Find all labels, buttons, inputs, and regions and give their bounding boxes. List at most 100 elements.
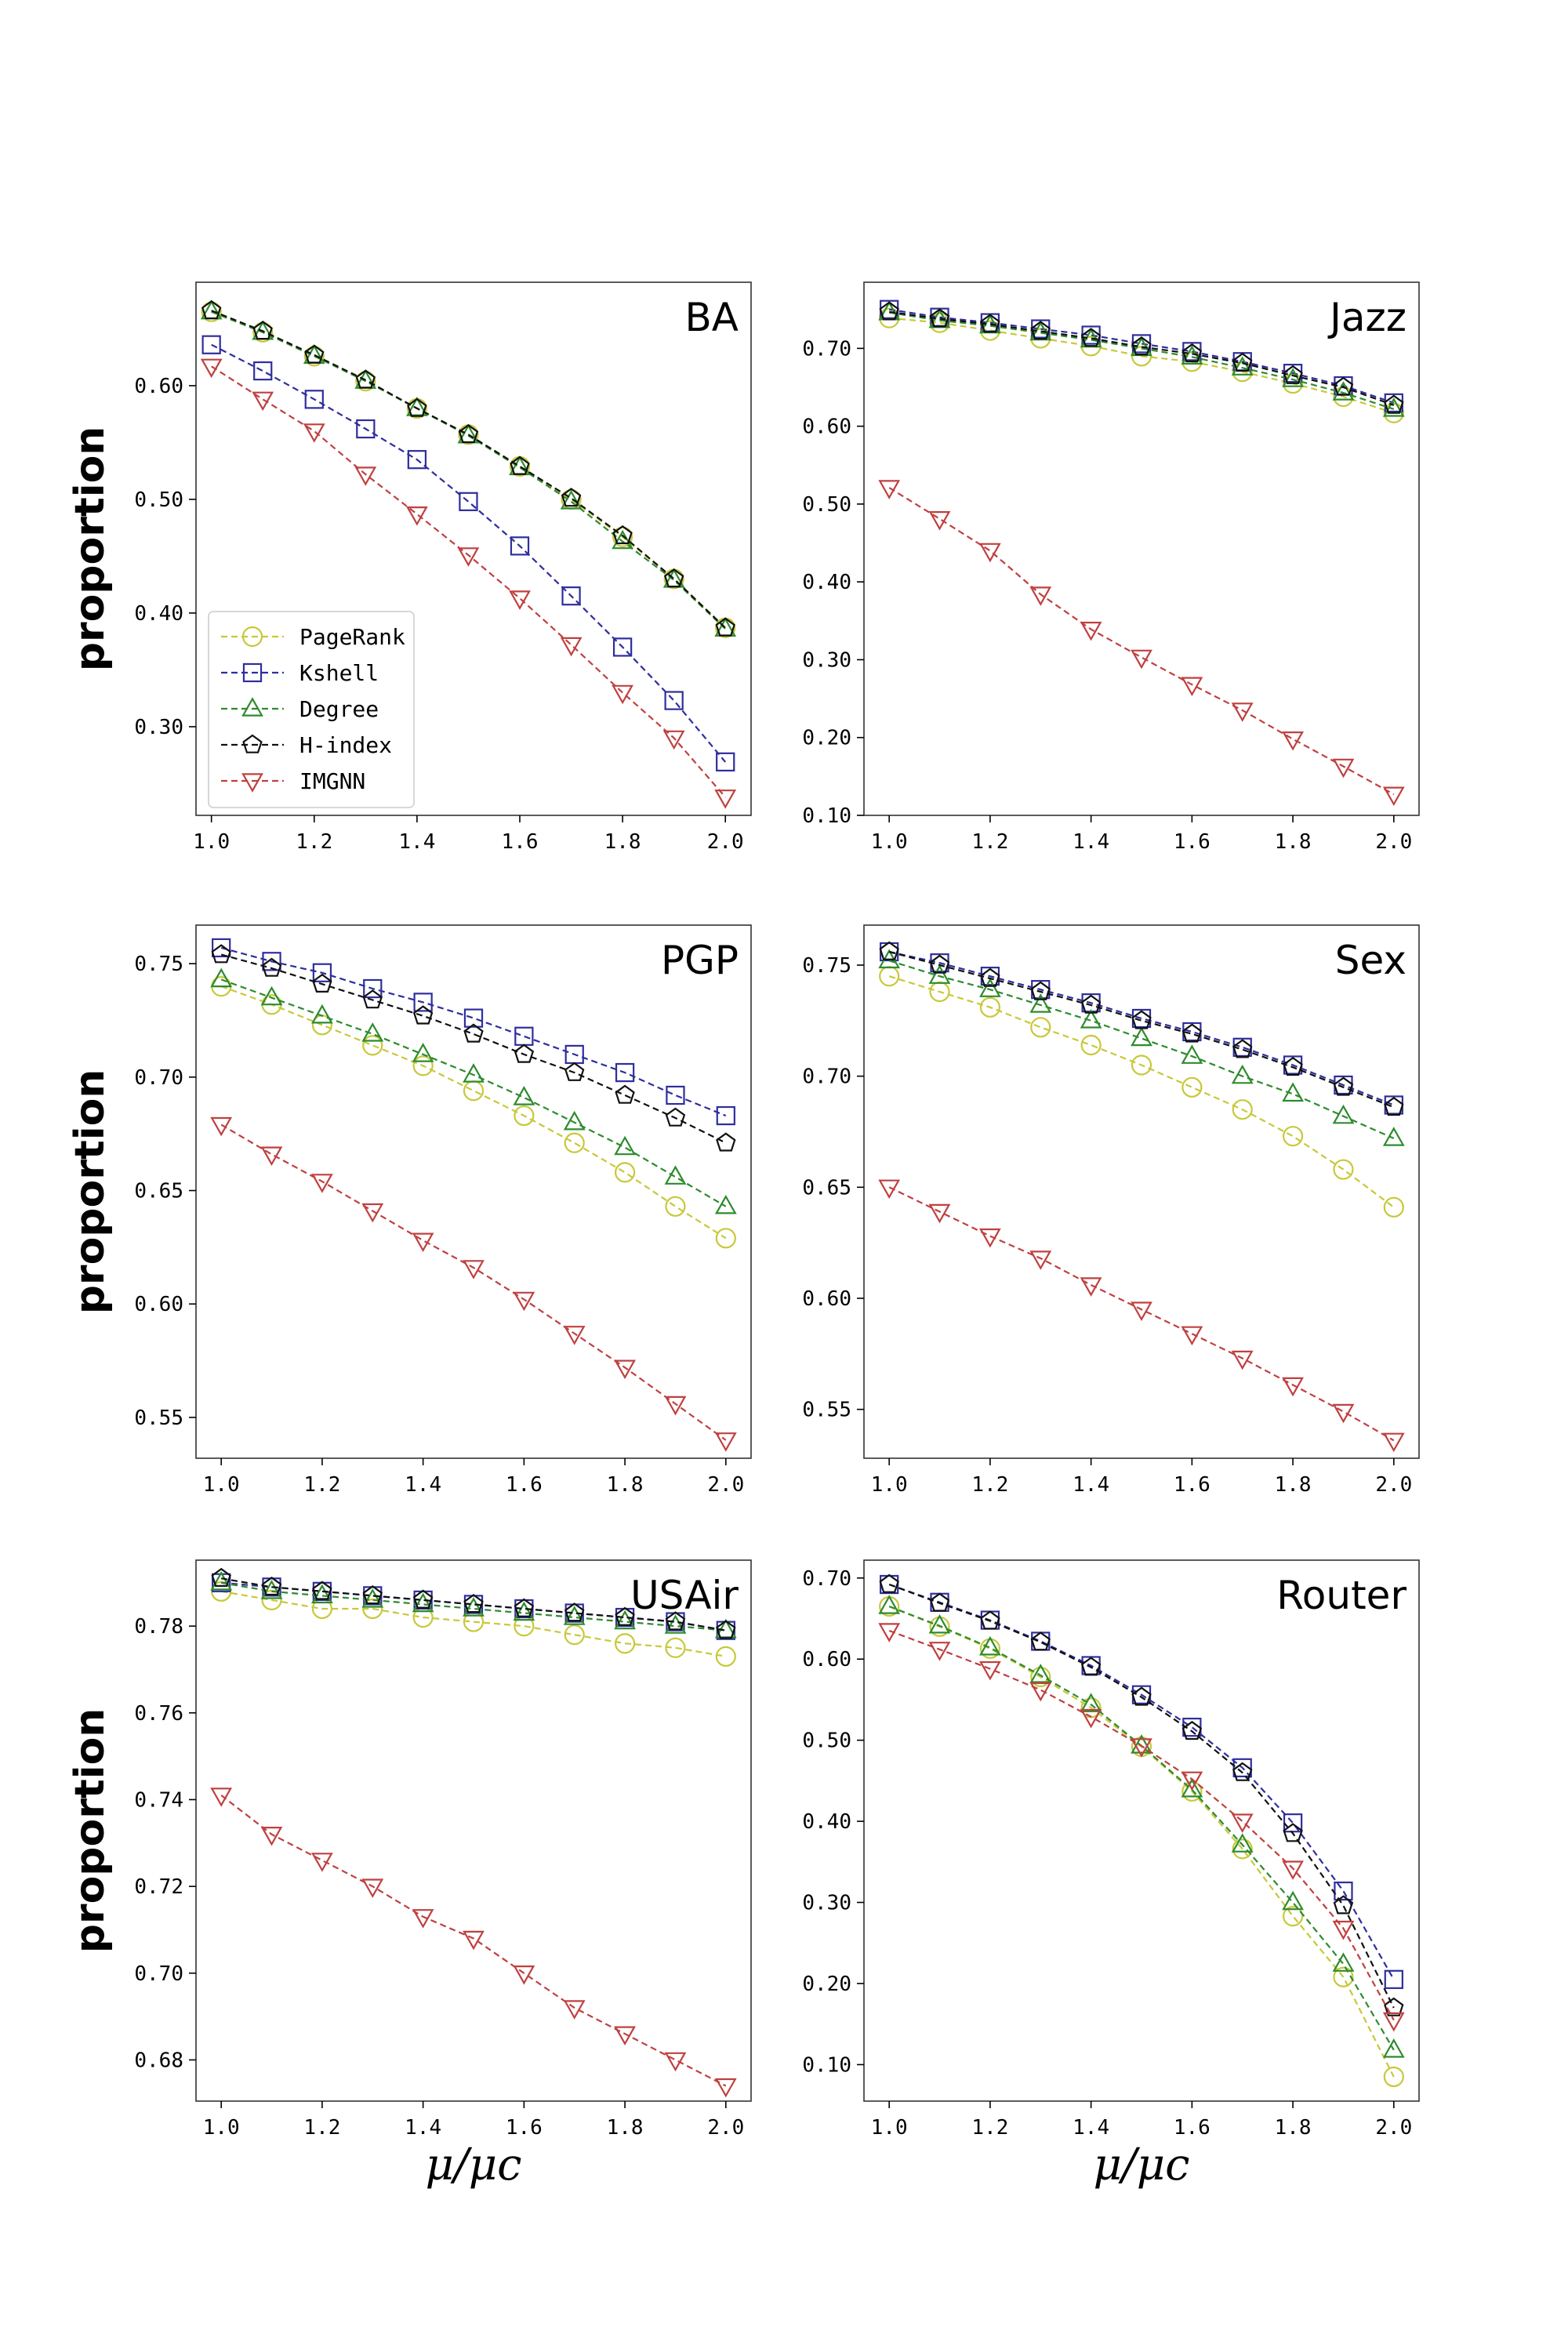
data-point-imgnn bbox=[1131, 1738, 1152, 1758]
data-point-imgnn bbox=[509, 590, 531, 610]
data-point-degree bbox=[1231, 1064, 1254, 1084]
data-point-h-index bbox=[664, 568, 684, 588]
data-point-pagerank bbox=[1030, 1666, 1051, 1688]
data-point-h-index bbox=[1131, 1686, 1152, 1706]
y-tick-label: 0.20 bbox=[802, 1973, 851, 1996]
data-point-h-index bbox=[1333, 376, 1354, 396]
data-point-h-index bbox=[362, 1585, 383, 1605]
data-point-kshell bbox=[1232, 1758, 1252, 1777]
data-point-h-index bbox=[252, 320, 273, 340]
x-tick-label: 1.8 bbox=[604, 830, 641, 854]
data-point-imgnn bbox=[412, 1232, 434, 1253]
data-point-imgnn bbox=[979, 1228, 1001, 1248]
data-point-kshell bbox=[561, 586, 581, 606]
data-point-h-index bbox=[514, 1044, 535, 1063]
data-point-h-index bbox=[716, 1620, 736, 1639]
data-point-imgnn bbox=[563, 1326, 586, 1345]
data-point-pagerank bbox=[564, 1624, 585, 1646]
y-tick-label: 0.70 bbox=[802, 1567, 851, 1591]
data-point-imgnn bbox=[1080, 1277, 1102, 1297]
data-point-imgnn bbox=[252, 391, 274, 412]
y-tick-label: 0.10 bbox=[802, 804, 851, 828]
data-point-degree bbox=[1382, 397, 1405, 417]
data-point-imgnn bbox=[563, 2000, 586, 2020]
y-tick-label: 0.30 bbox=[802, 1892, 851, 1915]
data-point-kshell bbox=[1334, 1881, 1353, 1901]
data-point-pagerank bbox=[1030, 1017, 1051, 1038]
data-point-degree bbox=[1332, 381, 1355, 401]
data-point-degree bbox=[260, 985, 283, 1006]
data-point-degree bbox=[614, 1610, 636, 1630]
data-point-kshell bbox=[407, 450, 427, 470]
data-point-imgnn bbox=[1332, 1403, 1355, 1424]
data-point-degree bbox=[928, 1613, 951, 1634]
data-point-h-index bbox=[362, 989, 383, 1009]
data-point-h-index bbox=[564, 1602, 585, 1622]
y-tick-label: 0.60 bbox=[802, 1287, 851, 1311]
legend-item-imgnn: IMGNN bbox=[221, 768, 365, 794]
data-point-pagerank bbox=[665, 1196, 686, 1217]
series-imgnn bbox=[878, 480, 1405, 807]
data-point-degree bbox=[560, 489, 583, 510]
data-point-degree bbox=[1332, 1952, 1355, 1972]
data-point-h-index bbox=[1232, 1762, 1253, 1781]
y-tick-label: 0.70 bbox=[134, 1066, 183, 1090]
data-point-kshell bbox=[413, 993, 433, 1012]
data-point-h-index bbox=[929, 954, 950, 974]
y-tick-label: 0.40 bbox=[802, 1810, 851, 1834]
chart-panel-ba: 1.0 1.2 1.4 1.6 1.8 2.0 0.30 0.40 0.50 0.60 BA prop… bbox=[67, 281, 752, 854]
y-tick-label: 0.60 bbox=[134, 1293, 183, 1316]
data-point-h-index bbox=[929, 1592, 950, 1612]
data-point-h-index bbox=[312, 973, 332, 993]
legend-label: H-index bbox=[299, 732, 392, 758]
data-point-kshell bbox=[304, 390, 324, 409]
plot-frame bbox=[195, 1559, 752, 2102]
data-point-h-index bbox=[412, 1005, 434, 1025]
data-point-degree bbox=[1282, 1890, 1304, 1911]
data-point-imgnn bbox=[612, 684, 633, 705]
data-point-imgnn bbox=[928, 1642, 951, 1661]
data-point-h-index bbox=[1030, 1632, 1051, 1651]
legend-marker bbox=[241, 773, 263, 793]
series-line-kshell bbox=[211, 343, 727, 763]
legend-marker bbox=[241, 626, 263, 648]
data-point-h-index bbox=[304, 344, 325, 364]
data-point-h-index bbox=[1232, 352, 1253, 372]
series-line-degree bbox=[220, 978, 727, 1207]
y-axis-label: proportion bbox=[67, 1069, 114, 1315]
data-point-h-index bbox=[1384, 1096, 1404, 1116]
y-tick-label: 0.50 bbox=[134, 488, 183, 512]
x-tick-label: 1.0 bbox=[871, 2116, 908, 2140]
data-point-degree bbox=[311, 1584, 333, 1604]
data-point-h-index bbox=[211, 1567, 231, 1588]
data-point-kshell bbox=[262, 952, 281, 971]
data-point-h-index bbox=[1131, 336, 1152, 356]
y-axis-label: proportion bbox=[67, 1708, 114, 1954]
y-tick-label: 0.50 bbox=[802, 1730, 851, 1753]
data-point-h-index bbox=[1030, 981, 1051, 1000]
legend-item-pagerank: PageRank bbox=[221, 624, 405, 650]
data-point-imgnn bbox=[361, 1203, 384, 1223]
series-line-h-index bbox=[888, 1583, 1395, 2009]
x-tick-label: 1.2 bbox=[971, 1473, 1008, 1497]
data-point-imgnn bbox=[361, 1878, 384, 1898]
data-point-imgnn bbox=[1282, 1377, 1304, 1397]
data-point-imgnn bbox=[664, 2052, 687, 2072]
data-point-degree bbox=[1029, 1664, 1052, 1683]
panel-title: USAir bbox=[630, 1573, 739, 1618]
data-point-degree bbox=[361, 1588, 384, 1608]
data-point-degree bbox=[1332, 1104, 1355, 1124]
y-tick-label: 0.55 bbox=[802, 1399, 851, 1422]
data-point-kshell bbox=[716, 1105, 735, 1126]
y-tick-label: 0.10 bbox=[802, 2053, 851, 2077]
chart-panel-router: 1.0 1.2 1.4 1.6 1.8 2.0 0.10 0.20 0.30 0.40 0.50 0.… bbox=[802, 1559, 1420, 2190]
x-tick-label: 1.6 bbox=[1174, 1473, 1210, 1497]
data-point-imgnn bbox=[1332, 1920, 1355, 1940]
data-point-imgnn bbox=[614, 2026, 636, 2046]
data-point-degree bbox=[563, 1606, 586, 1625]
y-tick-label: 0.20 bbox=[802, 727, 851, 750]
data-point-degree bbox=[1282, 1082, 1304, 1102]
data-point-h-index bbox=[1181, 1720, 1203, 1740]
data-point-degree bbox=[210, 967, 233, 988]
data-point-pagerank bbox=[1181, 1076, 1203, 1098]
